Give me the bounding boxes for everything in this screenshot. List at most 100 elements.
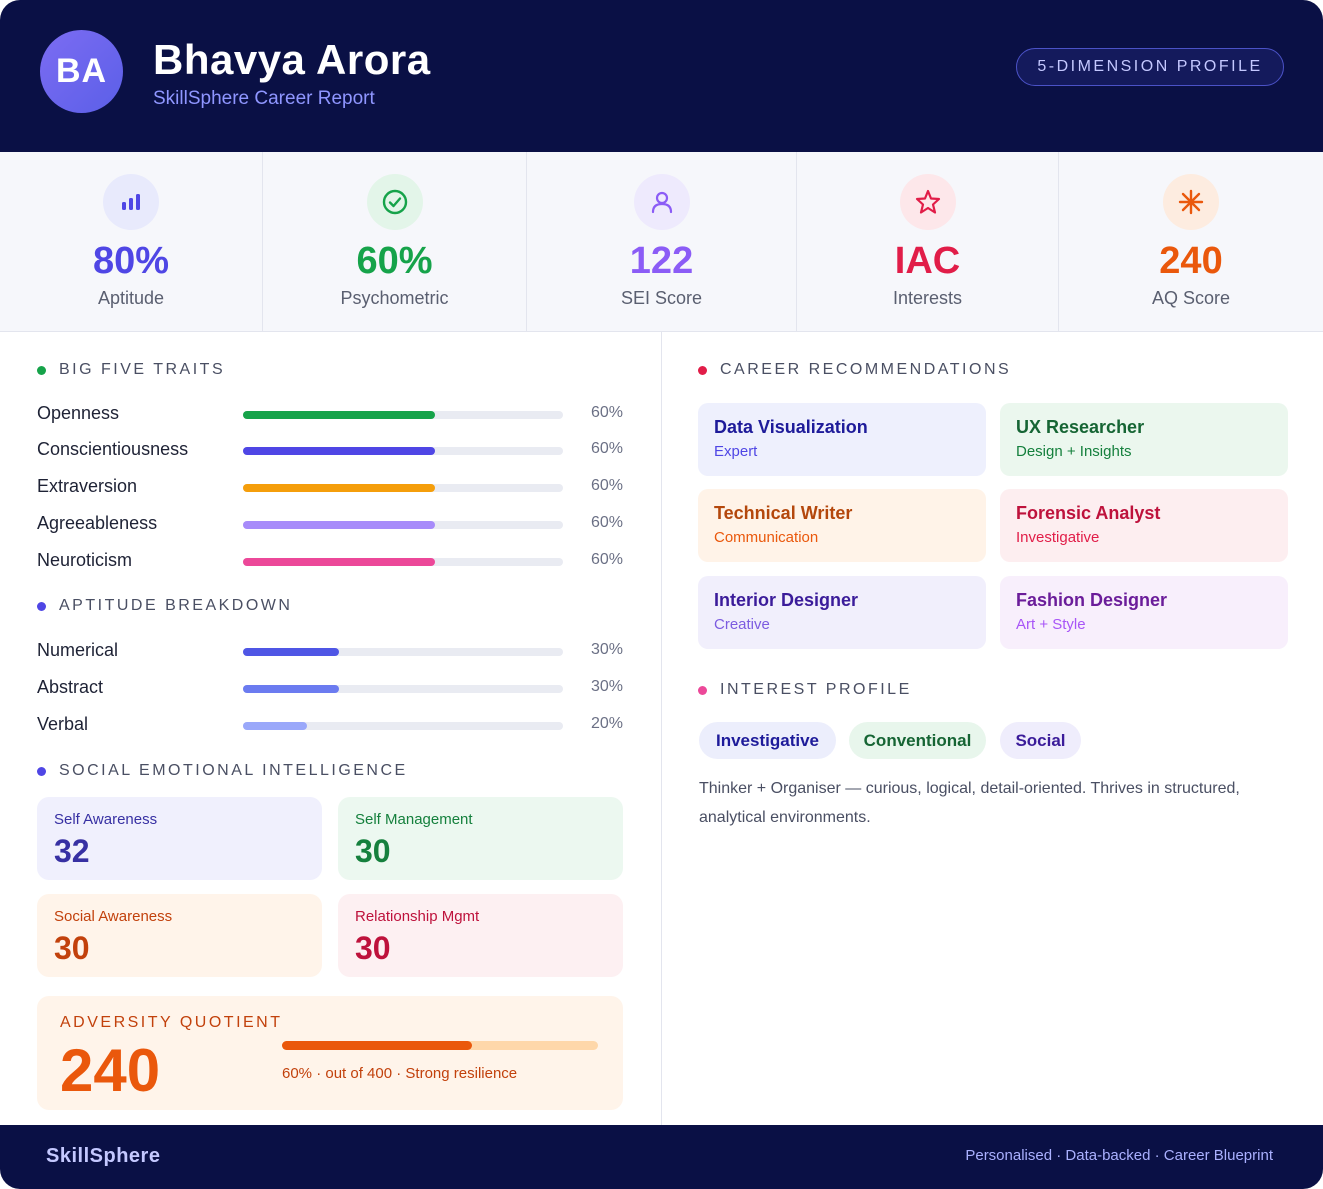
career-subtitle: Design + Insights — [1016, 443, 1132, 460]
big-five-heading: BIG FIVE TRAITS — [37, 361, 225, 379]
trait-bar-fill — [243, 558, 435, 566]
trait-bar-fill — [243, 484, 435, 492]
trait-row-neuroticism: Neuroticism 60% — [37, 550, 627, 574]
stat-label: Aptitude — [97, 288, 165, 308]
section-dot — [698, 685, 707, 695]
career-subtitle: Communication — [714, 529, 819, 546]
check-circle-icon — [366, 174, 423, 230]
aptitude-bar-fill — [243, 648, 339, 656]
sei-label: Relationship Mgmt — [355, 908, 480, 925]
career-title: Data Visualization — [714, 417, 868, 437]
career-subtitle: Investigative — [1016, 529, 1100, 546]
section-dot — [698, 365, 707, 375]
stat-aptitude: 80% Aptitude — [0, 152, 263, 332]
interest-chip-conventional[interactable]: Conventional — [849, 722, 986, 759]
trait-bar-track — [243, 411, 563, 419]
header: BA Bhavya Arora SkillSphere Career Repor… — [0, 0, 1323, 152]
career-card-data-visualization[interactable]: Data Visualization Expert — [698, 403, 986, 476]
career-card-interior-designer[interactable]: Interior Designer Creative — [698, 576, 986, 649]
dimension-badge: 5-DIMENSION PROFILE — [1016, 48, 1284, 86]
stat-value: 122 — [629, 240, 694, 282]
trait-label: Conscientiousness — [37, 439, 189, 459]
trait-value: 60% — [590, 477, 623, 494]
report-subtitle: SkillSphere Career Report — [153, 88, 375, 109]
bar-chart-icon — [103, 174, 159, 230]
section-title-text: SOCIAL EMOTIONAL INTELLIGENCE — [59, 762, 408, 779]
aq-value: 240 — [60, 1037, 161, 1104]
trait-label: Neuroticism — [37, 550, 133, 570]
sei-card-self-management: Self Management 30 — [338, 797, 623, 880]
trait-value: 60% — [590, 551, 623, 568]
section-dot — [37, 766, 46, 776]
trait-label: Openness — [37, 403, 120, 423]
trait-label: Agreeableness — [37, 513, 158, 533]
footer: SkillSphere Personalised · Data-backed ·… — [0, 1125, 1323, 1189]
trait-row-conscientiousness: Conscientiousness 60% — [37, 439, 627, 463]
aptitude-label: Abstract — [37, 677, 104, 697]
aptitude-label: Verbal — [37, 714, 89, 734]
aptitude-bar-track — [243, 722, 563, 730]
career-title: Interior Designer — [714, 590, 859, 610]
adversity-quotient-card: ADVERSITY QUOTIENT 240 60% · out of 400 … — [37, 996, 623, 1110]
stat-label: Psychometric — [340, 288, 449, 308]
aptitude-row-verbal: Verbal 20% — [37, 714, 627, 738]
aptitude-bar-track — [243, 648, 563, 656]
sei-value: 30 — [54, 930, 90, 966]
trait-row-openness: Openness 60% — [37, 403, 627, 427]
trait-bar-track — [243, 447, 563, 455]
sei-value: 30 — [355, 833, 391, 869]
aptitude-heading: APTITUDE BREAKDOWN — [37, 597, 292, 615]
trait-bar-fill — [243, 521, 435, 529]
career-card-fashion-designer[interactable]: Fashion Designer Art + Style — [1000, 576, 1288, 649]
stat-value: 240 — [1159, 240, 1223, 282]
stat-sei: 122 SEI Score — [527, 152, 797, 332]
interest-chip-investigative[interactable]: Investigative — [699, 722, 836, 759]
aptitude-row-abstract: Abstract 30% — [37, 677, 627, 701]
career-card-ux-researcher[interactable]: UX Researcher Design + Insights — [1000, 403, 1288, 476]
aptitude-value: 20% — [590, 715, 623, 732]
aq-note: 60% · out of 400 · Strong resilience — [282, 1065, 518, 1082]
career-subtitle: Creative — [714, 616, 770, 633]
trait-bar-track — [243, 521, 563, 529]
aptitude-bar-track — [243, 685, 563, 693]
stat-value: 60% — [356, 240, 433, 282]
stat-aq: 240 AQ Score — [1059, 152, 1323, 332]
trait-row-extraversion: Extraversion 60% — [37, 476, 627, 500]
section-title-text: CAREER RECOMMENDATIONS — [720, 361, 1012, 378]
career-card-technical-writer[interactable]: Technical Writer Communication — [698, 489, 986, 562]
interest-summary: Thinker + Organiser — curious, logical, … — [699, 780, 1240, 826]
career-title: UX Researcher — [1016, 417, 1145, 437]
user-icon — [633, 174, 690, 230]
careers-heading: CAREER RECOMMENDATIONS — [698, 361, 1011, 379]
sei-value: 32 — [54, 833, 90, 869]
sei-card-relationship-mgmt: Relationship Mgmt 30 — [338, 894, 623, 977]
career-card-forensic-analyst[interactable]: Forensic Analyst Investigative — [1000, 489, 1288, 562]
aptitude-row-numerical: Numerical 30% — [37, 640, 627, 664]
stat-label: AQ Score — [1151, 288, 1231, 308]
aptitude-bar-fill — [243, 685, 339, 693]
trait-bar-fill — [243, 447, 435, 455]
asterisk-icon — [1163, 174, 1219, 230]
profile-name: Bhavya Arora — [153, 36, 431, 83]
footer-tagline: Personalised · Data-backed · Career Blue… — [965, 1147, 1273, 1164]
section-dot — [37, 601, 46, 611]
stats-row: 80% Aptitude 60% Psychometric 122 SEI Sc… — [0, 152, 1323, 332]
interest-chip-social[interactable]: Social — [1000, 722, 1081, 759]
section-title-text: INTEREST PROFILE — [720, 681, 912, 698]
aptitude-value: 30% — [590, 678, 623, 695]
left-panel: BIG FIVE TRAITS Openness 60% Conscientio… — [0, 332, 662, 1125]
stat-psychometric: 60% Psychometric — [263, 152, 527, 332]
stat-label: Interests — [892, 288, 963, 308]
sei-heading: SOCIAL EMOTIONAL INTELLIGENCE — [37, 762, 408, 780]
section-title-text: APTITUDE BREAKDOWN — [59, 597, 293, 614]
trait-bar-track — [243, 558, 563, 566]
aq-title: ADVERSITY QUOTIENT — [60, 1014, 283, 1031]
trait-row-agreeableness: Agreeableness 60% — [37, 513, 627, 537]
career-subtitle: Art + Style — [1016, 616, 1086, 633]
sei-label: Social Awareness — [54, 908, 173, 925]
sei-label: Self Management — [355, 811, 473, 828]
section-dot — [37, 365, 46, 375]
star-icon — [899, 174, 956, 230]
stat-label: SEI Score — [620, 288, 703, 308]
